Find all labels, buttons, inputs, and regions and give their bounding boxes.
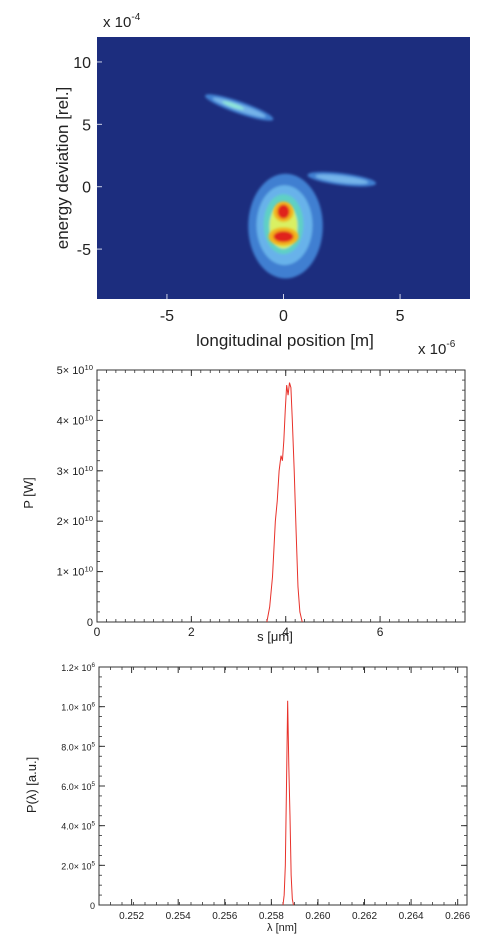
y-tick-label: 2× 1010: [57, 514, 93, 528]
y-tick-label: 4× 1010: [57, 413, 93, 427]
heatmap-y-tick-label: 5: [82, 117, 91, 134]
spectrum-x-axis-label: λ [nm]: [267, 922, 297, 934]
x-tick-label: 0.264: [399, 911, 424, 922]
heatmap-x-tick-label: 5: [396, 308, 405, 325]
y-tick-label: 6.0× 105: [61, 781, 95, 792]
y-tick-label: 4.0× 105: [61, 821, 95, 832]
x-tick-label: 2: [188, 625, 195, 639]
spectrum-series-line: [282, 700, 294, 906]
heatmap-core: [273, 201, 294, 222]
heatmap-core-red: [273, 231, 294, 243]
spectrum-ticks: 0.252 0.254 0.256 0.258 0.260 0.262 0.264 0.266…: [61, 662, 470, 922]
spectrum-y-axis-label: P(λ) [a.u.]: [24, 757, 39, 813]
x-tick-label: 0.260: [305, 911, 330, 922]
heatmap-streak-peak: [222, 101, 245, 110]
power-series-line: [266, 382, 303, 623]
heatmap-streak-mid: [315, 174, 369, 184]
x-tick-label: 0.258: [259, 911, 284, 922]
heatmap-ticks: -5 0 5 -5 0 5 10: [73, 55, 404, 325]
x-tick-label: 0.252: [119, 911, 144, 922]
y-tick-label: 1.2× 106: [61, 662, 95, 673]
heatmap-x-axis-label: longitudinal position [m]: [196, 331, 374, 350]
y-tick-label: 0: [90, 901, 95, 911]
x-tick-label: 0.254: [166, 911, 191, 922]
y-tick-label: 1.0× 106: [61, 702, 95, 713]
y-tick-label: 5× 1010: [57, 363, 93, 377]
heatmap-y-tick-label: 10: [73, 55, 91, 72]
x-tick-label: 0.262: [352, 911, 377, 922]
power-chart: 0 2 4 6 0 1× 1010 2× 1010 3× 1010 4× 1010 5× 1010…: [21, 363, 466, 644]
x-tick-label: 6: [377, 625, 384, 639]
heatmap-x-tick-label: 0: [279, 308, 288, 325]
heatmap-y-tick-label: -5: [77, 242, 91, 259]
power-x-axis-label: s [μm]: [257, 629, 293, 644]
y-tick-label: 8.0× 105: [61, 741, 95, 752]
heatmap-chart: -5 0 5 -5 0 5 10 x 10-4 x 10-6 longitudinal po…: [53, 12, 470, 358]
heatmap-y-multiplier: x 10-4: [103, 12, 141, 31]
x-tick-label: 0.266: [445, 911, 470, 922]
heatmap-core: [268, 227, 299, 246]
x-tick-label: 4: [282, 625, 289, 639]
y-tick-label: 3× 1010: [57, 464, 93, 478]
heatmap-streak: [307, 171, 377, 187]
heatmap-core-blob: [248, 173, 323, 279]
y-tick-label: 1× 1010: [57, 565, 93, 579]
spectrum-chart: 0.252 0.254 0.256 0.258 0.260 0.262 0.264 0.266…: [24, 662, 471, 934]
x-tick-label: 0: [94, 625, 101, 639]
y-tick-label: 2.0× 105: [61, 860, 95, 871]
y-tick-label: 0: [87, 617, 93, 629]
heatmap-x-tick-label: -5: [160, 308, 174, 325]
power-ticks: 0 2 4 6 0 1× 1010 2× 1010 3× 1010 4× 1010 5× 1010: [57, 363, 466, 639]
heatmap-streak: [205, 94, 274, 121]
x-tick-label: 0.256: [212, 911, 237, 922]
power-plot-area: [96, 369, 466, 623]
heatmap-y-axis-label: energy deviation [rel.]: [53, 87, 72, 250]
heatmap-core-red: [277, 204, 290, 219]
heatmap-x-multiplier: x 10-6: [418, 339, 456, 358]
spectrum-plot-area: [98, 666, 468, 906]
power-y-axis-label: P [W]: [21, 477, 36, 509]
heatmap-features: [205, 94, 377, 279]
heatmap-y-tick-label: 0: [82, 180, 91, 197]
